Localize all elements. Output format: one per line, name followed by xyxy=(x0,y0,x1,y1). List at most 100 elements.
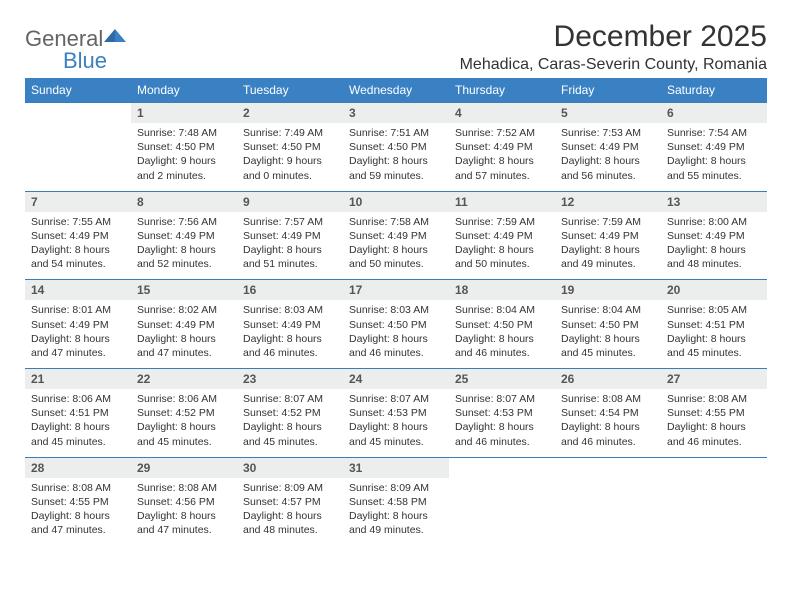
day-number xyxy=(661,458,767,478)
day-cell: 14Sunrise: 8:01 AMSunset: 4:49 PMDayligh… xyxy=(25,280,131,369)
day-detail: Sunrise: 8:07 AMSunset: 4:52 PMDaylight:… xyxy=(237,389,343,457)
day-number: 18 xyxy=(449,280,555,300)
day-cell: 11Sunrise: 7:59 AMSunset: 4:49 PMDayligh… xyxy=(449,191,555,280)
day-detail: Sunrise: 8:08 AMSunset: 4:55 PMDaylight:… xyxy=(661,389,767,457)
day-detail: Sunrise: 7:59 AMSunset: 4:49 PMDaylight:… xyxy=(555,212,661,280)
day-number xyxy=(449,458,555,478)
day-detail: Sunrise: 8:03 AMSunset: 4:50 PMDaylight:… xyxy=(343,300,449,368)
logo-triangle-icon xyxy=(104,28,126,42)
day-detail: Sunrise: 8:08 AMSunset: 4:56 PMDaylight:… xyxy=(131,478,237,546)
day-number: 24 xyxy=(343,369,449,389)
day-cell: 13Sunrise: 8:00 AMSunset: 4:49 PMDayligh… xyxy=(661,191,767,280)
day-cell xyxy=(555,457,661,545)
day-detail: Sunrise: 8:09 AMSunset: 4:57 PMDaylight:… xyxy=(237,478,343,546)
day-detail: Sunrise: 8:06 AMSunset: 4:51 PMDaylight:… xyxy=(25,389,131,457)
day-cell: 1Sunrise: 7:48 AMSunset: 4:50 PMDaylight… xyxy=(131,103,237,192)
day-number: 28 xyxy=(25,458,131,478)
day-cell: 29Sunrise: 8:08 AMSunset: 4:56 PMDayligh… xyxy=(131,457,237,545)
title-block: December 2025 Mehadica, Caras-Severin Co… xyxy=(460,20,767,74)
day-cell xyxy=(661,457,767,545)
day-number: 15 xyxy=(131,280,237,300)
day-number xyxy=(25,103,131,123)
day-detail: Sunrise: 8:04 AMSunset: 4:50 PMDaylight:… xyxy=(555,300,661,368)
day-detail: Sunrise: 8:03 AMSunset: 4:49 PMDaylight:… xyxy=(237,300,343,368)
day-detail: Sunrise: 8:04 AMSunset: 4:50 PMDaylight:… xyxy=(449,300,555,368)
day-cell: 17Sunrise: 8:03 AMSunset: 4:50 PMDayligh… xyxy=(343,280,449,369)
day-detail: Sunrise: 7:49 AMSunset: 4:50 PMDaylight:… xyxy=(237,123,343,191)
day-header-row: SundayMondayTuesdayWednesdayThursdayFrid… xyxy=(25,78,767,103)
day-number: 16 xyxy=(237,280,343,300)
day-header-friday: Friday xyxy=(555,78,661,103)
day-detail: Sunrise: 8:07 AMSunset: 4:53 PMDaylight:… xyxy=(343,389,449,457)
day-detail: Sunrise: 8:09 AMSunset: 4:58 PMDaylight:… xyxy=(343,478,449,546)
day-cell: 8Sunrise: 7:56 AMSunset: 4:49 PMDaylight… xyxy=(131,191,237,280)
day-header-sunday: Sunday xyxy=(25,78,131,103)
day-number: 14 xyxy=(25,280,131,300)
day-number: 20 xyxy=(661,280,767,300)
day-cell: 20Sunrise: 8:05 AMSunset: 4:51 PMDayligh… xyxy=(661,280,767,369)
day-number: 8 xyxy=(131,192,237,212)
day-detail: Sunrise: 7:55 AMSunset: 4:49 PMDaylight:… xyxy=(25,212,131,280)
day-detail: Sunrise: 7:59 AMSunset: 4:49 PMDaylight:… xyxy=(449,212,555,280)
day-cell: 2Sunrise: 7:49 AMSunset: 4:50 PMDaylight… xyxy=(237,103,343,192)
day-cell: 12Sunrise: 7:59 AMSunset: 4:49 PMDayligh… xyxy=(555,191,661,280)
day-detail: Sunrise: 7:53 AMSunset: 4:49 PMDaylight:… xyxy=(555,123,661,191)
day-number: 25 xyxy=(449,369,555,389)
day-detail: Sunrise: 7:54 AMSunset: 4:49 PMDaylight:… xyxy=(661,123,767,191)
day-number: 19 xyxy=(555,280,661,300)
day-number: 13 xyxy=(661,192,767,212)
day-cell: 7Sunrise: 7:55 AMSunset: 4:49 PMDaylight… xyxy=(25,191,131,280)
day-cell: 4Sunrise: 7:52 AMSunset: 4:49 PMDaylight… xyxy=(449,103,555,192)
day-number: 1 xyxy=(131,103,237,123)
day-detail: Sunrise: 8:00 AMSunset: 4:49 PMDaylight:… xyxy=(661,212,767,280)
day-number: 21 xyxy=(25,369,131,389)
day-number: 22 xyxy=(131,369,237,389)
day-number: 31 xyxy=(343,458,449,478)
calendar-table: SundayMondayTuesdayWednesdayThursdayFrid… xyxy=(25,78,767,545)
day-cell xyxy=(25,103,131,192)
day-detail: Sunrise: 7:57 AMSunset: 4:49 PMDaylight:… xyxy=(237,212,343,280)
day-number: 4 xyxy=(449,103,555,123)
day-number: 9 xyxy=(237,192,343,212)
day-number: 3 xyxy=(343,103,449,123)
week-row: 28Sunrise: 8:08 AMSunset: 4:55 PMDayligh… xyxy=(25,457,767,545)
week-row: 7Sunrise: 7:55 AMSunset: 4:49 PMDaylight… xyxy=(25,191,767,280)
day-cell: 15Sunrise: 8:02 AMSunset: 4:49 PMDayligh… xyxy=(131,280,237,369)
day-number: 5 xyxy=(555,103,661,123)
day-cell: 6Sunrise: 7:54 AMSunset: 4:49 PMDaylight… xyxy=(661,103,767,192)
day-number: 29 xyxy=(131,458,237,478)
day-detail: Sunrise: 8:07 AMSunset: 4:53 PMDaylight:… xyxy=(449,389,555,457)
day-cell: 26Sunrise: 8:08 AMSunset: 4:54 PMDayligh… xyxy=(555,369,661,458)
day-cell: 22Sunrise: 8:06 AMSunset: 4:52 PMDayligh… xyxy=(131,369,237,458)
day-cell: 3Sunrise: 7:51 AMSunset: 4:50 PMDaylight… xyxy=(343,103,449,192)
calendar-body: 1Sunrise: 7:48 AMSunset: 4:50 PMDaylight… xyxy=(25,103,767,546)
day-number: 10 xyxy=(343,192,449,212)
week-row: 14Sunrise: 8:01 AMSunset: 4:49 PMDayligh… xyxy=(25,280,767,369)
day-cell: 23Sunrise: 8:07 AMSunset: 4:52 PMDayligh… xyxy=(237,369,343,458)
day-detail: Sunrise: 8:08 AMSunset: 4:55 PMDaylight:… xyxy=(25,478,131,546)
day-detail: Sunrise: 8:05 AMSunset: 4:51 PMDaylight:… xyxy=(661,300,767,368)
day-number: 2 xyxy=(237,103,343,123)
week-row: 21Sunrise: 8:06 AMSunset: 4:51 PMDayligh… xyxy=(25,369,767,458)
day-cell: 31Sunrise: 8:09 AMSunset: 4:58 PMDayligh… xyxy=(343,457,449,545)
day-number xyxy=(555,458,661,478)
day-detail: Sunrise: 7:51 AMSunset: 4:50 PMDaylight:… xyxy=(343,123,449,191)
day-detail: Sunrise: 8:01 AMSunset: 4:49 PMDaylight:… xyxy=(25,300,131,368)
day-number: 17 xyxy=(343,280,449,300)
day-header-wednesday: Wednesday xyxy=(343,78,449,103)
day-number: 30 xyxy=(237,458,343,478)
day-detail: Sunrise: 7:56 AMSunset: 4:49 PMDaylight:… xyxy=(131,212,237,280)
day-cell: 9Sunrise: 7:57 AMSunset: 4:49 PMDaylight… xyxy=(237,191,343,280)
day-cell: 18Sunrise: 8:04 AMSunset: 4:50 PMDayligh… xyxy=(449,280,555,369)
day-cell: 30Sunrise: 8:09 AMSunset: 4:57 PMDayligh… xyxy=(237,457,343,545)
day-detail: Sunrise: 7:52 AMSunset: 4:49 PMDaylight:… xyxy=(449,123,555,191)
day-detail: Sunrise: 8:06 AMSunset: 4:52 PMDaylight:… xyxy=(131,389,237,457)
day-cell: 25Sunrise: 8:07 AMSunset: 4:53 PMDayligh… xyxy=(449,369,555,458)
day-detail: Sunrise: 7:48 AMSunset: 4:50 PMDaylight:… xyxy=(131,123,237,191)
day-cell: 24Sunrise: 8:07 AMSunset: 4:53 PMDayligh… xyxy=(343,369,449,458)
day-cell: 16Sunrise: 8:03 AMSunset: 4:49 PMDayligh… xyxy=(237,280,343,369)
day-cell: 19Sunrise: 8:04 AMSunset: 4:50 PMDayligh… xyxy=(555,280,661,369)
day-header-saturday: Saturday xyxy=(661,78,767,103)
day-number: 26 xyxy=(555,369,661,389)
logo-text-blue: Blue xyxy=(25,48,107,74)
